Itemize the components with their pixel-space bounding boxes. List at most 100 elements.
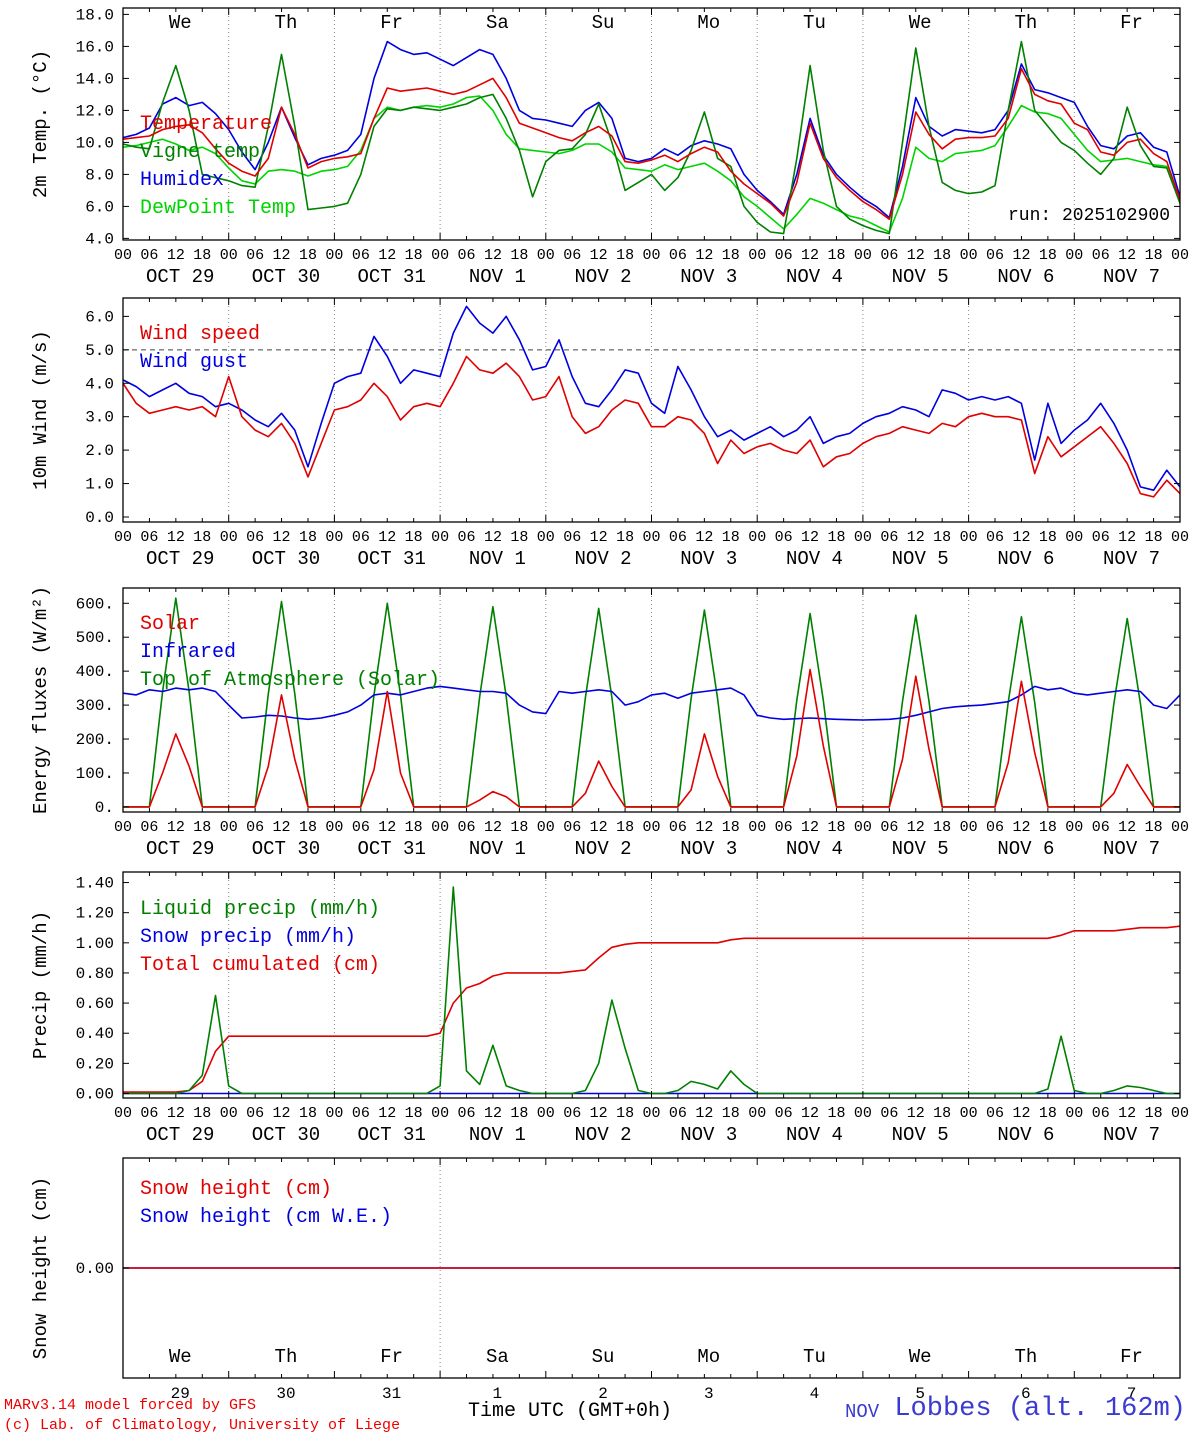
svg-text:Fr: Fr [1120, 12, 1143, 34]
svg-text:00: 00 [642, 1105, 660, 1122]
svg-text:06: 06 [986, 819, 1004, 836]
svg-text:12: 12 [590, 1105, 608, 1122]
svg-text:00: 00 [960, 529, 978, 546]
svg-text:4: 4 [810, 1385, 820, 1403]
svg-text:18: 18 [1039, 529, 1057, 546]
svg-text:0.00: 0.00 [76, 1260, 114, 1278]
svg-text:OCT 31: OCT 31 [357, 838, 425, 860]
svg-text:NOV 5: NOV 5 [892, 548, 949, 570]
svg-text:00: 00 [642, 529, 660, 546]
svg-text:12: 12 [907, 529, 925, 546]
svg-text:00: 00 [1065, 819, 1083, 836]
legend-dewpoint-temp: DewPoint Temp [140, 197, 297, 220]
svg-text:06: 06 [986, 1105, 1004, 1122]
svg-text:16.0: 16.0 [76, 38, 114, 56]
svg-text:12: 12 [590, 529, 608, 546]
svg-text:12: 12 [1012, 819, 1030, 836]
svg-text:06: 06 [352, 247, 370, 264]
legend-humidex: Humidex [140, 169, 225, 192]
svg-text:00: 00 [537, 1105, 555, 1122]
legend-wind-speed: Wind speed [140, 323, 261, 346]
svg-text:06: 06 [458, 247, 476, 264]
svg-text:00: 00 [642, 247, 660, 264]
svg-text:06: 06 [880, 1105, 898, 1122]
svg-text:18: 18 [1145, 819, 1163, 836]
svg-text:NOV 5: NOV 5 [892, 266, 949, 288]
svg-text:00: 00 [431, 247, 449, 264]
svg-text:Th: Th [1014, 12, 1037, 34]
svg-text:06: 06 [246, 529, 264, 546]
svg-text:18: 18 [510, 529, 528, 546]
svg-text:00: 00 [960, 1105, 978, 1122]
svg-text:0.40: 0.40 [76, 1025, 114, 1043]
svg-text:12: 12 [378, 247, 396, 264]
svg-text:NOV 2: NOV 2 [575, 1124, 632, 1146]
svg-text:12: 12 [907, 1105, 925, 1122]
svg-text:18: 18 [933, 819, 951, 836]
svg-text:12: 12 [273, 247, 291, 264]
svg-text:12: 12 [378, 819, 396, 836]
svg-text:NOV 7: NOV 7 [1103, 1124, 1160, 1146]
series-vigne-temp [123, 40, 1180, 235]
svg-text:10.0: 10.0 [76, 134, 114, 152]
svg-text:6.0: 6.0 [85, 308, 114, 326]
svg-text:0.00: 0.00 [76, 1085, 114, 1103]
panel-energy-fluxes-w-m: 00 06 12 18 00 06 12 18 00 06 12 18 00 06 12 18 00 06 12 18… [30, 586, 1189, 860]
svg-text:18: 18 [616, 819, 634, 836]
svg-text:0.60: 0.60 [76, 995, 114, 1013]
svg-text:00: 00 [325, 529, 343, 546]
svg-text:NOV 1: NOV 1 [469, 838, 526, 860]
svg-text:12: 12 [1118, 1105, 1136, 1122]
svg-text:Tu: Tu [803, 12, 826, 34]
svg-text:1.40: 1.40 [76, 875, 114, 893]
legend-solar: Solar [140, 613, 201, 636]
svg-text:NOV 3: NOV 3 [680, 838, 737, 860]
svg-text:00: 00 [748, 819, 766, 836]
svg-text:18: 18 [722, 1105, 740, 1122]
svg-text:12: 12 [484, 1105, 502, 1122]
svg-text:Fr: Fr [380, 1346, 403, 1368]
svg-text:06: 06 [246, 247, 264, 264]
svg-text:18: 18 [933, 529, 951, 546]
svg-text:NOV 4: NOV 4 [786, 266, 843, 288]
svg-text:3: 3 [704, 1385, 714, 1403]
svg-text:Th: Th [275, 1346, 298, 1368]
legend-infrared: Infrared [140, 641, 237, 664]
panel-precip-mm-h: 00 06 12 18 00 06 12 18 00 06 12 18 00 06 12 18 00 06 12 18… [30, 871, 1189, 1146]
model-credit: MARv3.14 model forced by GFS [4, 1397, 257, 1414]
svg-text:18: 18 [722, 529, 740, 546]
svg-text:NOV 6: NOV 6 [997, 1124, 1054, 1146]
svg-text:06: 06 [669, 819, 687, 836]
svg-text:00: 00 [537, 247, 555, 264]
svg-text:OCT 31: OCT 31 [357, 266, 425, 288]
svg-text:NOV 5: NOV 5 [892, 838, 949, 860]
svg-text:OCT 30: OCT 30 [252, 548, 320, 570]
svg-text:12: 12 [1012, 529, 1030, 546]
svg-text:5: 5 [915, 1385, 925, 1403]
legend-snow-height: Snow height (cm) [140, 1178, 333, 1201]
svg-text:00: 00 [1065, 247, 1083, 264]
svg-text:00: 00 [114, 529, 132, 546]
svg-text:18: 18 [510, 819, 528, 836]
svg-text:18: 18 [193, 247, 211, 264]
svg-text:18: 18 [193, 529, 211, 546]
svg-text:18: 18 [405, 529, 423, 546]
svg-text:18: 18 [299, 1105, 317, 1122]
svg-text:12: 12 [484, 247, 502, 264]
svg-text:Sa: Sa [486, 1346, 509, 1368]
svg-text:00: 00 [325, 819, 343, 836]
svg-text:18: 18 [827, 819, 845, 836]
svg-text:12: 12 [801, 819, 819, 836]
svg-text:06: 06 [880, 247, 898, 264]
svg-text:18: 18 [1145, 1105, 1163, 1122]
svg-text:30: 30 [276, 1385, 295, 1403]
svg-text:NOV 7: NOV 7 [1103, 838, 1160, 860]
svg-text:NOV 4: NOV 4 [786, 838, 843, 860]
svg-text:12: 12 [695, 1105, 713, 1122]
y-axis-label: Energy fluxes (W/m²) [30, 586, 52, 814]
svg-text:00: 00 [431, 1105, 449, 1122]
svg-text:Mo: Mo [697, 1346, 720, 1368]
svg-text:12: 12 [695, 247, 713, 264]
svg-text:12: 12 [801, 247, 819, 264]
svg-text:12: 12 [1012, 1105, 1030, 1122]
